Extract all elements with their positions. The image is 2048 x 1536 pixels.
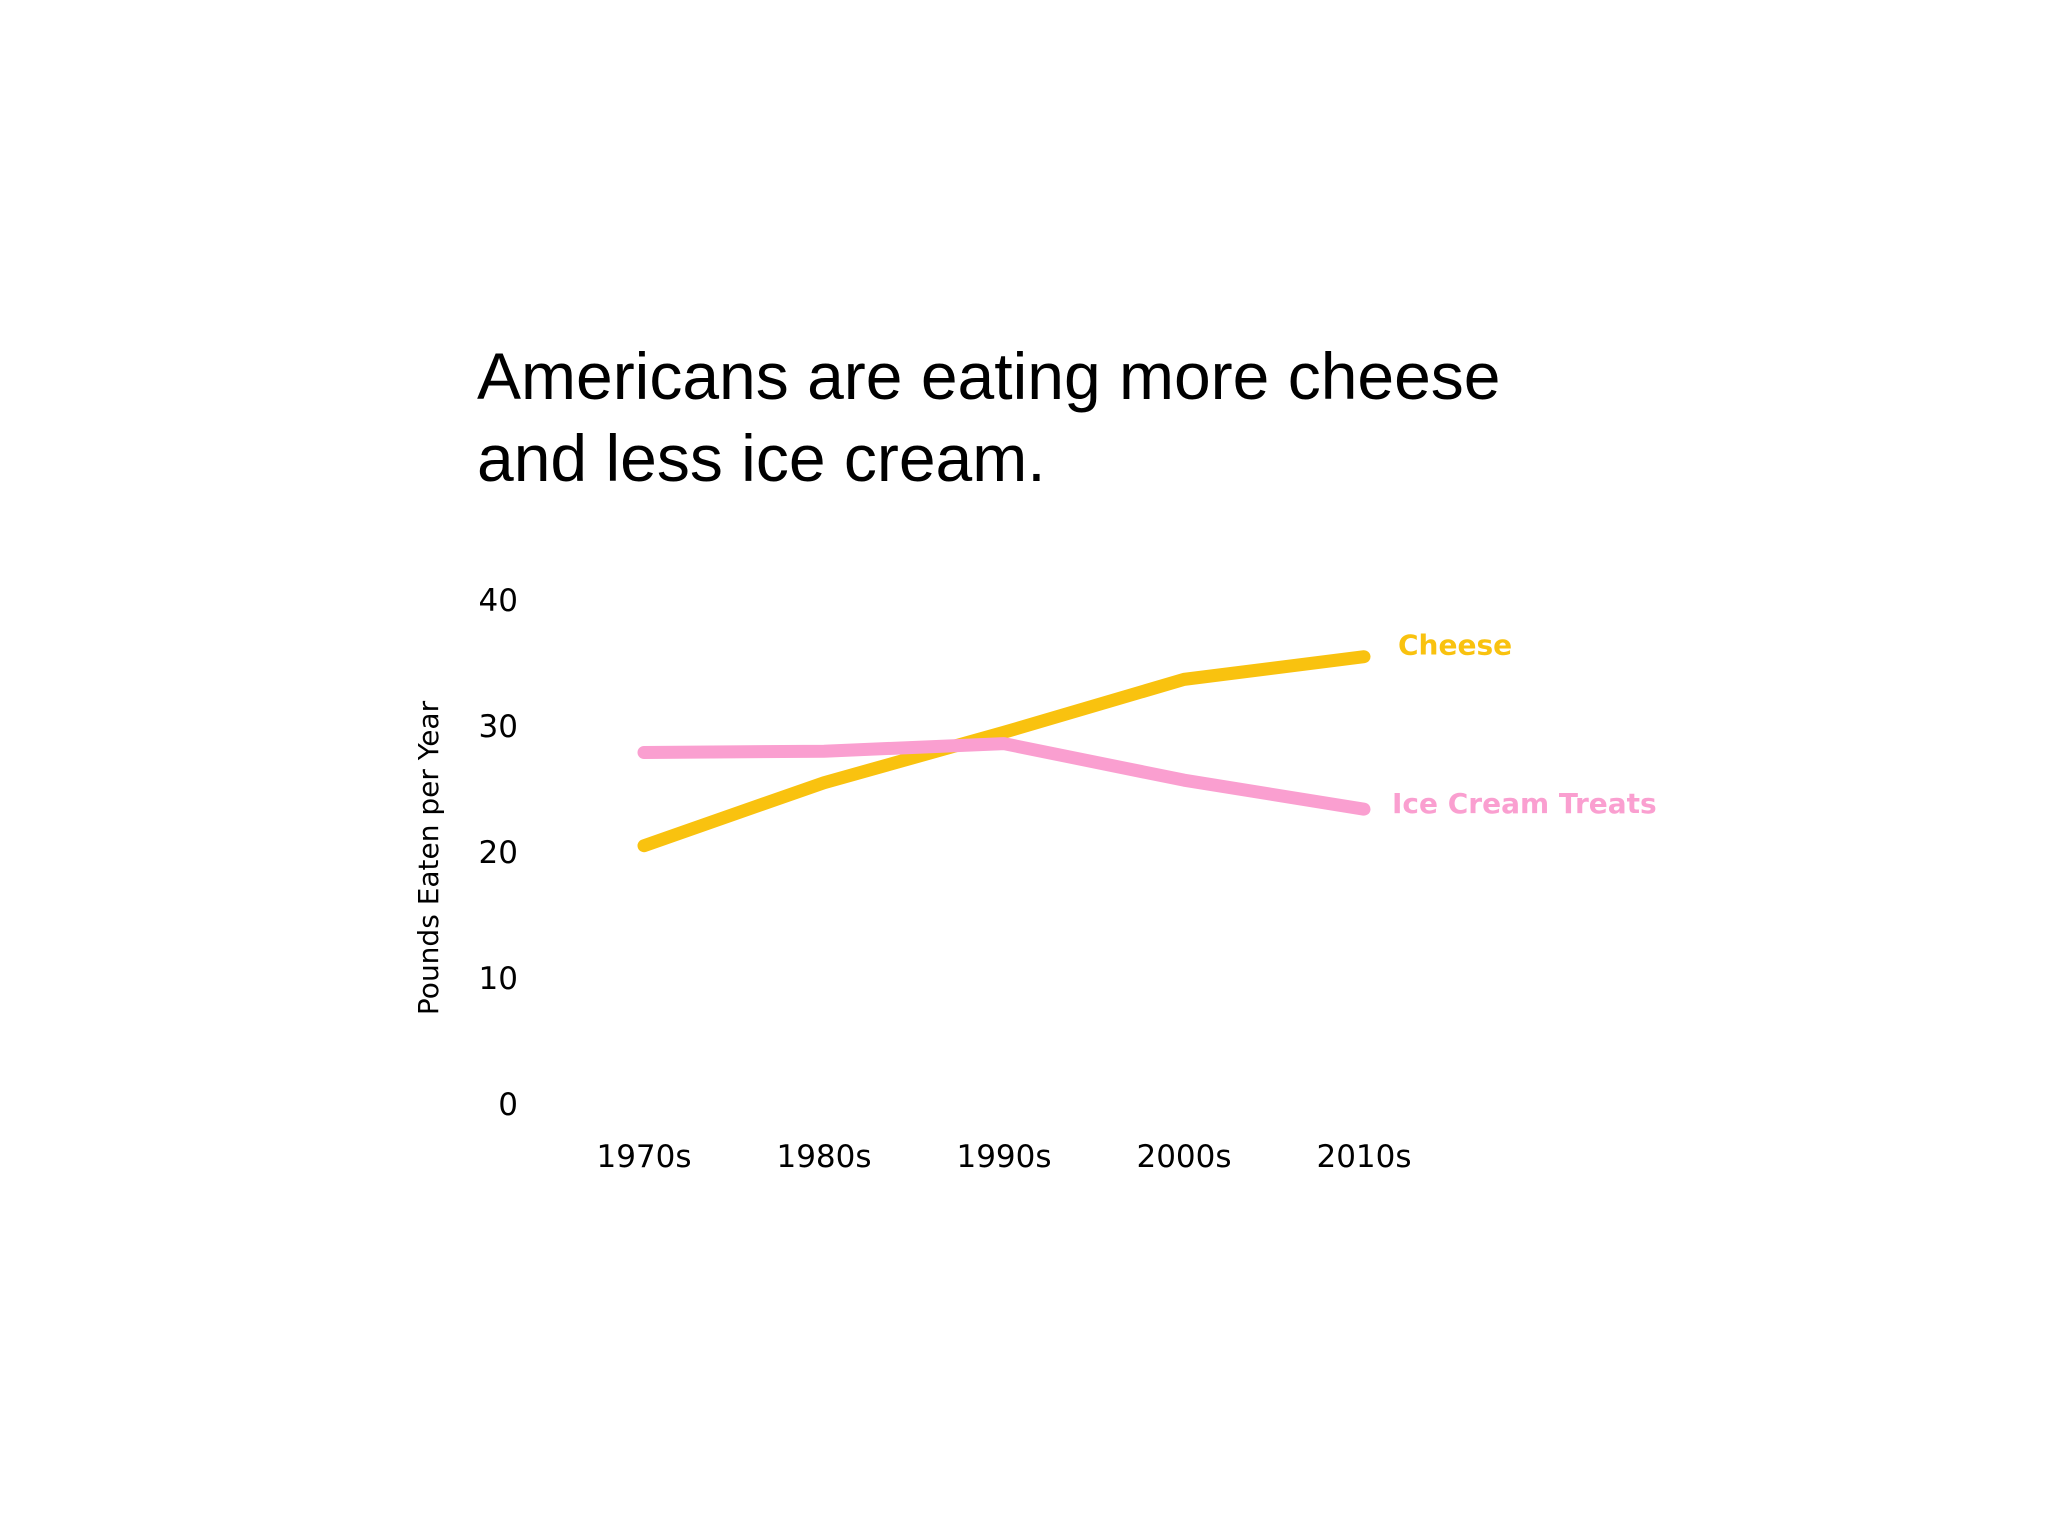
series-label-cheese: Cheese (1398, 629, 1512, 662)
x-tick-label-1970s: 1970s (596, 1139, 691, 1175)
chart-title-line-2: and less ice cream. (477, 421, 1046, 495)
y-tick-label-20: 20 (479, 835, 518, 871)
y-tick-label-0: 0 (498, 1087, 518, 1123)
y-tick-label-40: 40 (479, 583, 518, 619)
y-tick-label-30: 30 (479, 709, 518, 745)
series-line-ice-cream-treats (637, 737, 1371, 816)
chart-title-line-1: Americans are eating more cheese (477, 339, 1501, 413)
x-tick-label-2010s: 2010s (1316, 1139, 1411, 1175)
x-tick-label-1980s: 1980s (776, 1139, 871, 1175)
series-labels: Cheese Ice Cream Treats (1392, 629, 1657, 820)
series-label-ice-cream-treats: Ice Cream Treats (1392, 787, 1657, 820)
y-axis-label: Pounds Eaten per Year (412, 700, 445, 1015)
series-lines (637, 650, 1371, 853)
x-tick-label-2000s: 2000s (1136, 1139, 1231, 1175)
y-axis-ticks: 0 10 20 30 40 (479, 583, 518, 1123)
chart-title: Americans are eating more cheese and les… (477, 335, 1777, 499)
x-tick-label-1990s: 1990s (956, 1139, 1051, 1175)
y-tick-label-10: 10 (479, 961, 518, 997)
x-axis-ticks: 1970s 1980s 1990s 2000s 2010s (596, 1139, 1411, 1175)
